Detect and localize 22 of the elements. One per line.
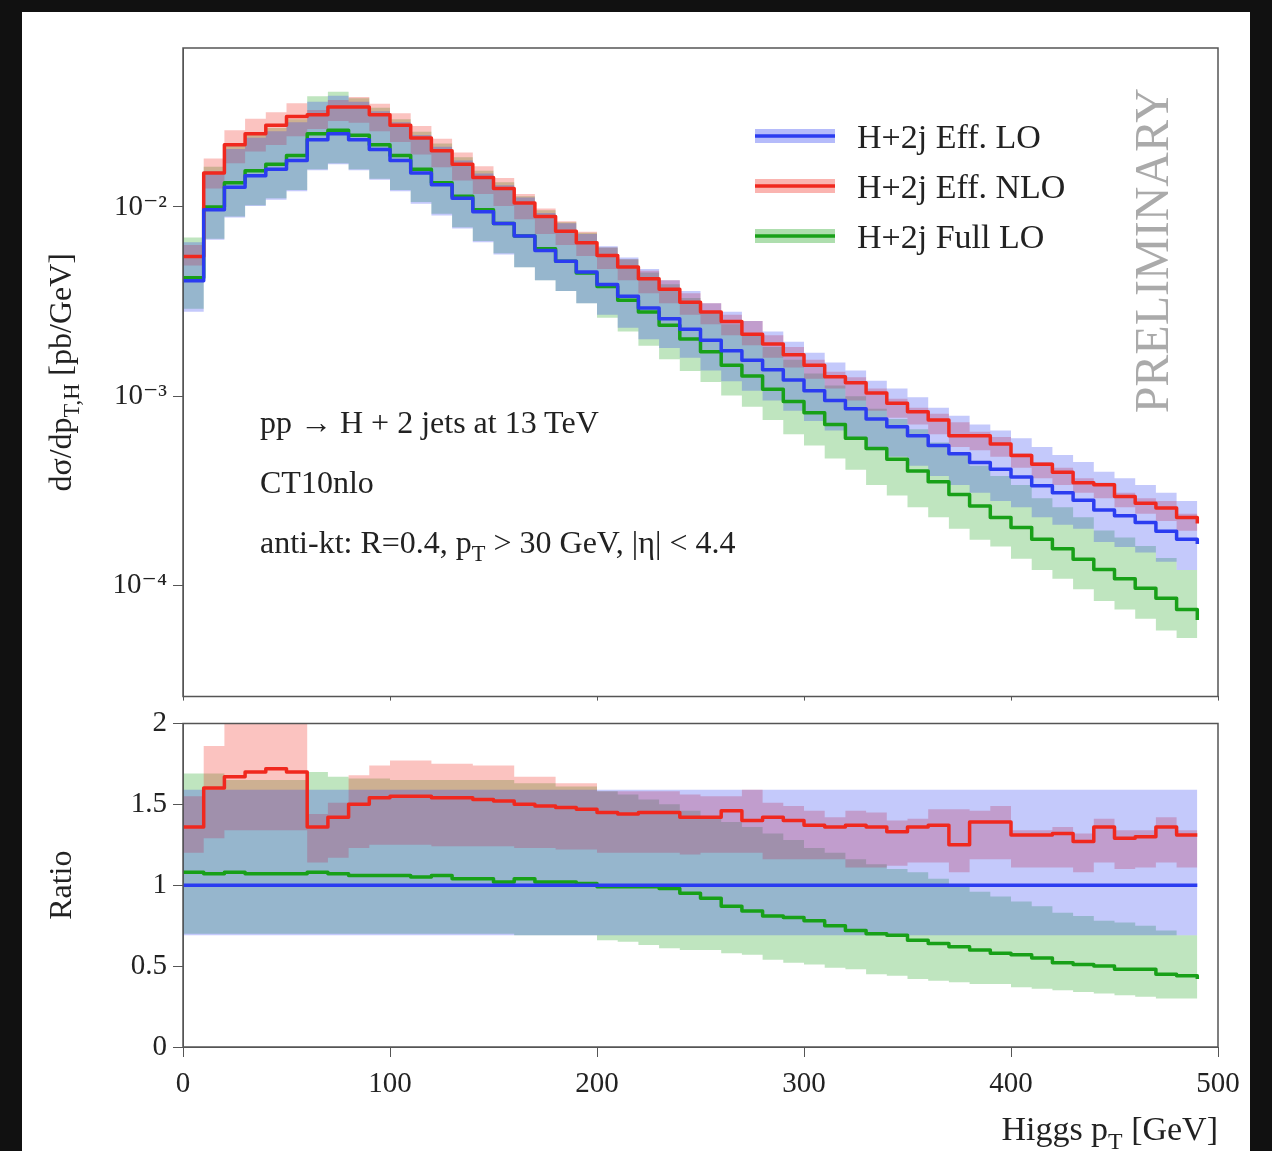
- x-tick-label: 400: [989, 1066, 1033, 1099]
- x-tick-label: 0: [175, 1066, 191, 1099]
- annotation: PRELIMINARY: [1125, 88, 1178, 414]
- x-tick-label: 100: [368, 1066, 412, 1099]
- y-tick-label: 1: [152, 866, 167, 899]
- annotation: CT10nlo: [260, 464, 374, 500]
- y-tick-label: 0.5: [130, 947, 167, 980]
- y-tick-label: 1.5: [130, 785, 167, 818]
- legend-label: H+2j Full LO: [857, 218, 1045, 255]
- y-tick-label: 10⁻³: [113, 377, 168, 410]
- y-axis-title: Ratio: [42, 850, 78, 920]
- legend-label: H+2j Eff. LO: [857, 118, 1041, 155]
- x-tick-label: 300: [782, 1066, 826, 1099]
- y-axis-title: dσ/dpT,H [pb/GeV]: [42, 253, 84, 492]
- y-tick-label: 2: [152, 705, 167, 738]
- y-tick-label: 10⁻⁴: [112, 567, 167, 600]
- y-tick-label: 0: [152, 1028, 167, 1061]
- annotation: pp → H + 2 jets at 13 TeV: [260, 404, 599, 440]
- legend-label: H+2j Eff. NLO: [857, 168, 1066, 205]
- x-tick-label: 500: [1196, 1066, 1240, 1099]
- x-tick-label: 200: [575, 1066, 619, 1099]
- y-tick-label: 10⁻²: [113, 188, 168, 221]
